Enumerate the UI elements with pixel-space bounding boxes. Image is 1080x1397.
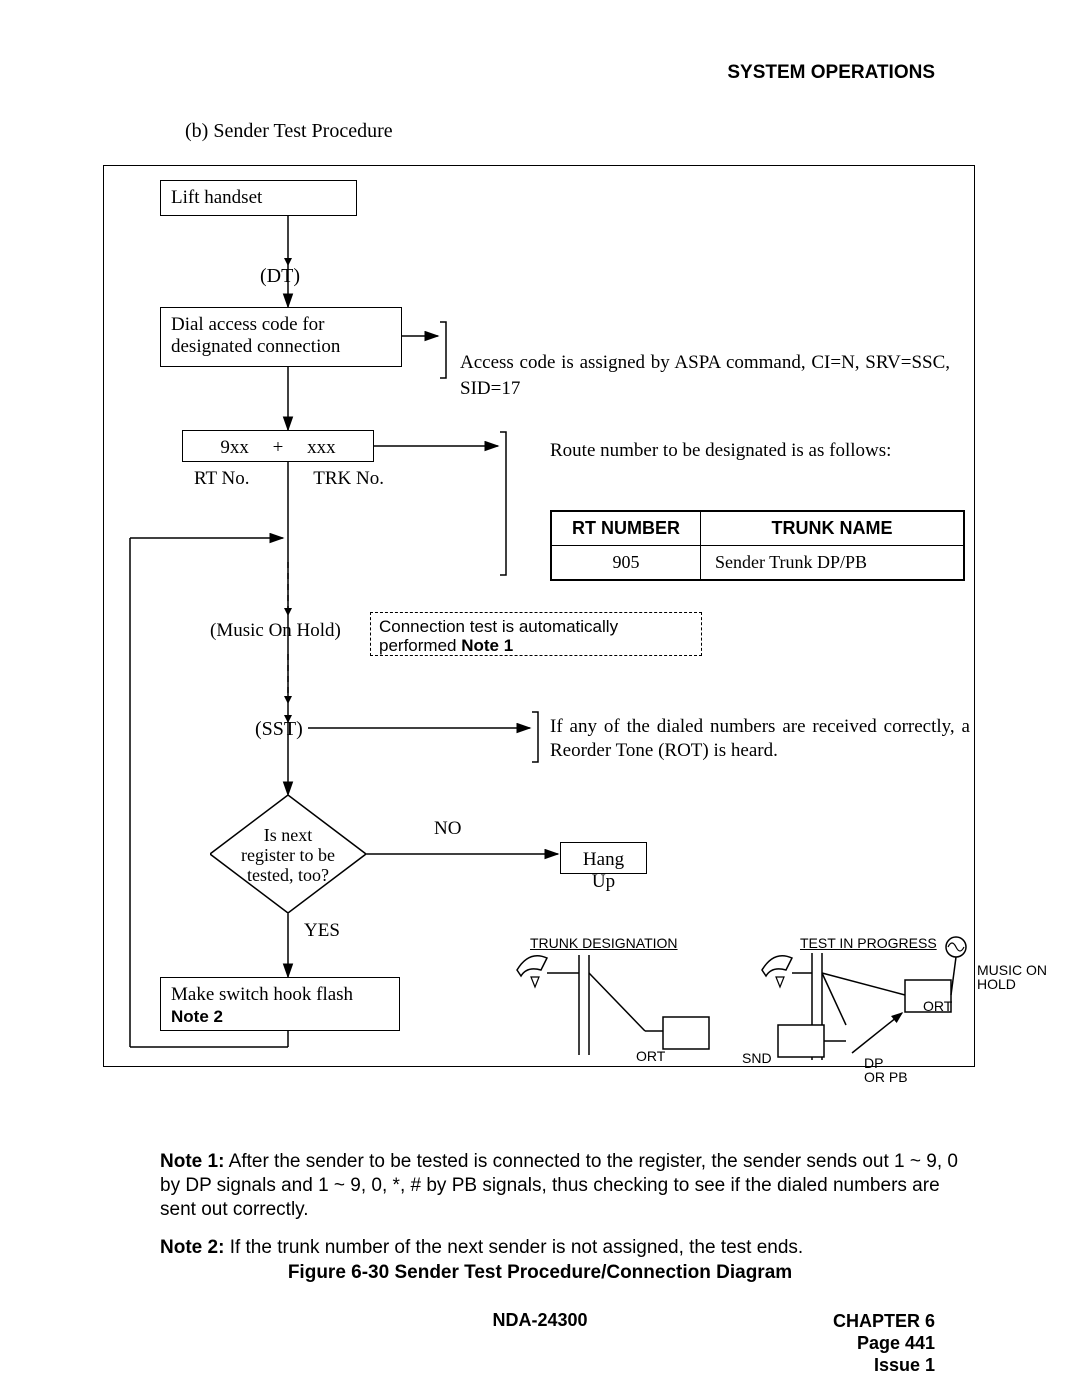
text: Lift handset	[161, 181, 356, 213]
label-trkno: TRK No.	[313, 468, 384, 490]
label-ort-2: ORT	[923, 998, 952, 1014]
dashed-note-box: Connection test is automatically perform…	[370, 612, 702, 656]
step-hang-up: Hang Up	[560, 842, 647, 874]
nums-plus: +	[273, 437, 284, 458]
text: Dial access code for designated connecti…	[161, 308, 401, 362]
label-no: NO	[434, 818, 461, 840]
step-lift-handset: Lift handset	[160, 180, 357, 216]
step-dial-access: Dial access code for designated connecti…	[160, 307, 402, 367]
label-snd: SND	[742, 1050, 772, 1066]
step-hook-flash: Make switch hook flash Note 2	[160, 977, 400, 1031]
text: Make switch hook flash Note 2	[161, 978, 399, 1032]
label-ort-1: ORT	[636, 1048, 665, 1064]
label-sst: (SST)	[255, 718, 303, 741]
label-or-pb: OR PB	[864, 1069, 908, 1085]
text: Connection test is automatically perform…	[371, 613, 701, 659]
nums-sublabels: RT No. TRK No.	[182, 468, 396, 490]
section-title: (b) Sender Test Procedure	[185, 120, 393, 143]
route-table: RT NUMBER TRUNK NAME 905 Sender Trunk DP…	[550, 510, 965, 581]
nums-xxx: xxx	[307, 437, 336, 458]
label-moh2: HOLD	[977, 976, 1016, 992]
footer-issue: Issue 1	[874, 1355, 935, 1375]
footer-page: Page 441	[857, 1333, 935, 1353]
decision-text: Is next register to be tested, too?	[210, 825, 366, 885]
hook-note2: Note 2	[171, 1007, 223, 1026]
footer-chapter: CHAPTER 6	[833, 1311, 935, 1331]
dash-note1: Note 1	[461, 636, 513, 655]
decision-is-next: Is next register to be tested, too?	[210, 795, 366, 913]
note1-label: Note 1:	[160, 1151, 224, 1172]
note2-label: Note 2:	[160, 1237, 224, 1258]
td-sender-trunk: Sender Trunk DP/PB	[701, 546, 965, 581]
note1-text: After the sender to be tested is connect…	[160, 1151, 958, 1220]
page-header: SYSTEM OPERATIONS	[727, 62, 935, 84]
hook-text: Make switch hook flash	[171, 984, 353, 1005]
note-1: Note 1: After the sender to be tested is…	[160, 1150, 970, 1222]
label-music-on-hold: (Music On Hold)	[210, 620, 341, 642]
td-905: 905	[551, 546, 701, 581]
label-dt: (DT)	[260, 265, 300, 288]
note-2: Note 2: If the trunk number of the next …	[160, 1236, 970, 1260]
step-dial-numbers: 9xx + xxx	[182, 430, 374, 462]
anno-route-number: Route number to be designated is as foll…	[550, 440, 970, 462]
mini-diagram-trunk	[515, 935, 715, 1060]
note2-text: If the trunk number of the next sender i…	[230, 1237, 804, 1258]
label-yes: YES	[304, 920, 340, 942]
text: Hang Up	[561, 843, 646, 897]
th-trunk-name: TRUNK NAME	[701, 511, 965, 546]
anno-access-code: Access code is assigned by ASPA command,…	[460, 350, 950, 402]
text: 9xx + xxx	[183, 431, 373, 463]
notes-block: Note 1: After the sender to be tested is…	[160, 1150, 970, 1274]
label-rtno: RT No.	[194, 468, 250, 490]
nums-9xx: 9xx	[220, 437, 249, 458]
page-footer: CHAPTER 6 Page 441 Issue 1	[833, 1310, 935, 1376]
figure-caption: Figure 6-30 Sender Test Procedure/Connec…	[0, 1262, 1080, 1284]
th-rt-number: RT NUMBER	[551, 511, 701, 546]
anno-reorder-tone: If any of the dialed numbers are receive…	[550, 715, 970, 763]
